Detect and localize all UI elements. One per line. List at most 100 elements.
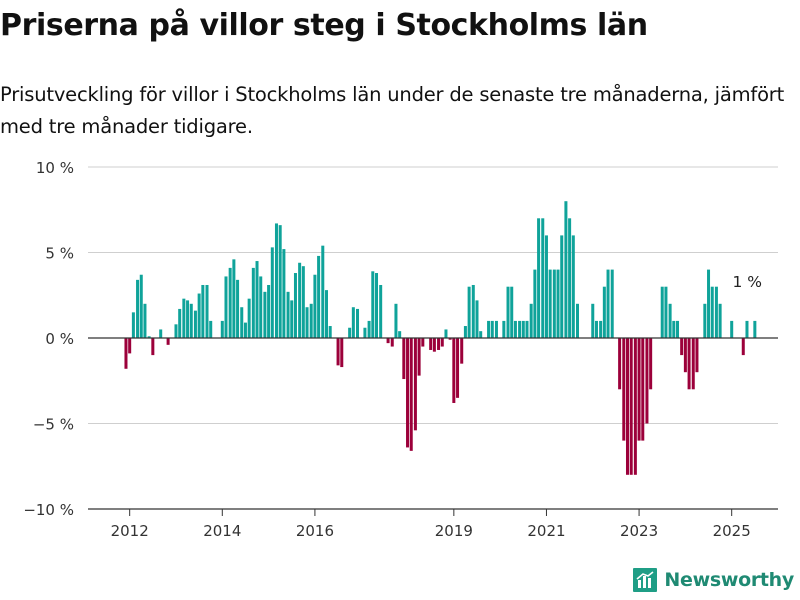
bar-positive <box>267 284 271 338</box>
bar-negative <box>448 338 452 340</box>
bar-positive <box>602 286 606 338</box>
bar-negative <box>695 338 699 373</box>
bar-negative <box>641 338 645 441</box>
bar-positive <box>394 303 398 338</box>
bar-positive <box>209 320 213 338</box>
bar-positive <box>259 276 263 338</box>
bar-negative <box>413 338 417 431</box>
bar-positive <box>282 249 286 338</box>
brand-logo[interactable]: Newsworthy <box>632 565 794 595</box>
bar-positive <box>521 320 525 338</box>
bar-negative <box>417 338 421 376</box>
x-tick-label: 2014 <box>203 522 241 540</box>
bar-positive <box>240 307 244 338</box>
bar-positive <box>228 267 232 338</box>
bar-positive <box>745 320 749 338</box>
bar-positive <box>263 291 267 338</box>
bar-positive <box>270 247 274 338</box>
y-tick-label: −5 % <box>33 416 74 434</box>
bar-positive <box>324 290 328 338</box>
bar-positive <box>556 269 560 338</box>
bar-negative <box>421 338 425 347</box>
last-value-annotation: 1 % <box>733 273 763 291</box>
bar-negative <box>633 338 637 475</box>
bar-negative <box>166 338 170 345</box>
x-tick-label: 2019 <box>435 522 473 540</box>
x-tick-label: 2021 <box>527 522 565 540</box>
bar-positive <box>178 308 182 338</box>
x-tick-label: 2012 <box>111 522 149 540</box>
bar-negative <box>409 338 413 451</box>
bar-positive <box>502 320 506 338</box>
bar-positive <box>193 310 197 338</box>
bar-chart-logo-icon <box>633 568 658 592</box>
bar-positive <box>201 284 205 338</box>
chart-subtitle: Prisutveckling för villor i Stockholms l… <box>0 83 785 138</box>
bar-positive <box>510 286 514 338</box>
bar-positive <box>371 271 375 338</box>
bar-positive <box>564 201 568 338</box>
bar-negative <box>618 338 622 390</box>
bar-positive <box>664 286 668 338</box>
bar-positive <box>568 218 572 338</box>
bar-positive <box>286 291 290 338</box>
bar-negative <box>336 338 340 366</box>
bar-positive <box>351 307 355 338</box>
bar-negative <box>406 338 410 448</box>
bar-positive <box>247 298 251 338</box>
bar-positive <box>703 303 707 338</box>
bar-positive <box>375 273 379 338</box>
bar-positive <box>293 273 297 338</box>
bar-positive <box>533 269 537 338</box>
chart-title: Priserna på villor steg i Stockholms län <box>0 8 648 43</box>
bar-positive <box>182 298 186 338</box>
bar-positive <box>328 326 332 338</box>
bar-positive <box>139 274 143 338</box>
axis-layer: 10 % 5 % 0 % −5 % −10 % 2012 2014 2016 2019 2021 2… <box>23 159 778 540</box>
bar-positive <box>541 218 545 338</box>
bar-positive <box>475 300 479 338</box>
bar-negative <box>128 338 132 354</box>
bar-negative <box>680 338 684 356</box>
bar-negative <box>649 338 653 390</box>
bar-positive <box>518 320 522 338</box>
bar-positive <box>479 331 483 338</box>
bar-positive <box>174 324 178 338</box>
bar-positive <box>571 235 575 338</box>
bar-positive <box>379 284 383 338</box>
bar-positive <box>513 320 517 338</box>
bar-negative <box>151 338 155 356</box>
bar-positive <box>131 312 135 338</box>
bar-negative <box>637 338 641 441</box>
bar-positive <box>348 327 352 338</box>
bar-positive <box>305 307 309 338</box>
bar-negative <box>437 338 441 350</box>
bar-positive <box>594 320 598 338</box>
bar-negative <box>456 338 460 398</box>
bar-positive <box>668 303 672 338</box>
bar-positive <box>606 269 610 338</box>
bar-negative <box>386 338 390 344</box>
bar-negative <box>625 338 629 475</box>
bar-positive <box>251 267 255 338</box>
bar-positive <box>189 303 193 338</box>
bar-positive <box>490 320 494 338</box>
bar-positive <box>147 336 151 338</box>
bar-negative <box>440 338 444 347</box>
bar-negative <box>124 338 128 369</box>
bar-positive <box>317 255 321 338</box>
brand-name: Newsworthy <box>664 569 794 591</box>
bar-positive <box>718 303 722 338</box>
bar-positive <box>467 286 471 338</box>
bar-positive <box>710 286 714 338</box>
bar-positive <box>730 320 734 338</box>
bar-positive <box>575 303 579 338</box>
bar-positive <box>487 320 491 338</box>
bar-positive <box>363 327 367 338</box>
bar-positive <box>672 320 676 338</box>
bar-positive <box>525 320 529 338</box>
bar-positive <box>290 300 294 338</box>
bar-positive <box>398 331 402 338</box>
y-tick-label: 10 % <box>36 159 74 177</box>
bar-positive <box>313 274 317 338</box>
